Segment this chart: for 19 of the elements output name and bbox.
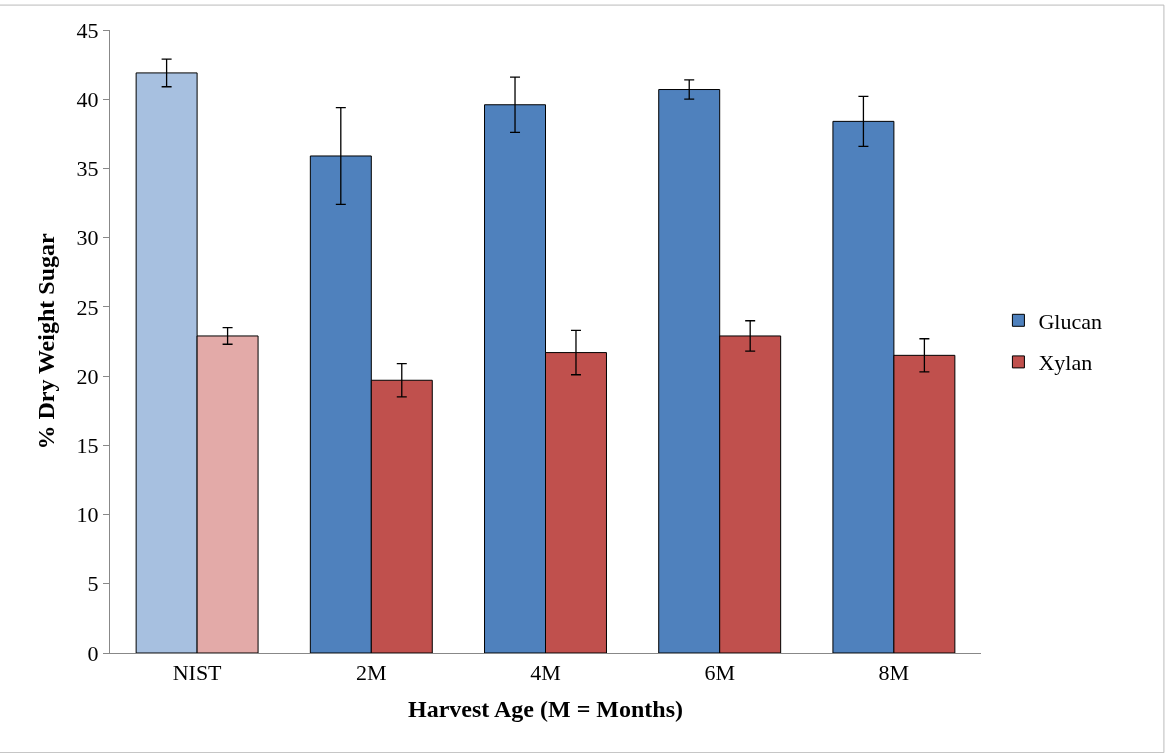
y-tick-label: 35: [76, 156, 99, 182]
legend-label: Xylan: [1038, 350, 1093, 376]
y-tick-label: 20: [76, 363, 99, 389]
x-tick-label: 6M: [704, 660, 735, 686]
y-tick-label: 45: [76, 17, 99, 43]
y-tick-label: 40: [76, 86, 99, 112]
x-tick-label: 2M: [356, 660, 387, 686]
x-tick-label: 4M: [530, 660, 561, 686]
y-tick-label: 5: [87, 571, 99, 597]
x-tick-label: NIST: [172, 660, 223, 686]
y-tick-label: 30: [76, 225, 99, 251]
y-tick-label: 25: [76, 294, 99, 320]
y-axis-title: % Dry Weight Sugar: [32, 233, 59, 450]
y-tick-label: 15: [76, 433, 99, 459]
x-tick-label: 8M: [878, 660, 910, 686]
x-axis-title: Harvest Age (M = Months): [408, 695, 683, 722]
legend-label: Glucan: [1038, 308, 1102, 334]
y-tick-label: 0: [87, 640, 99, 666]
y-tick-label: 10: [76, 502, 99, 528]
